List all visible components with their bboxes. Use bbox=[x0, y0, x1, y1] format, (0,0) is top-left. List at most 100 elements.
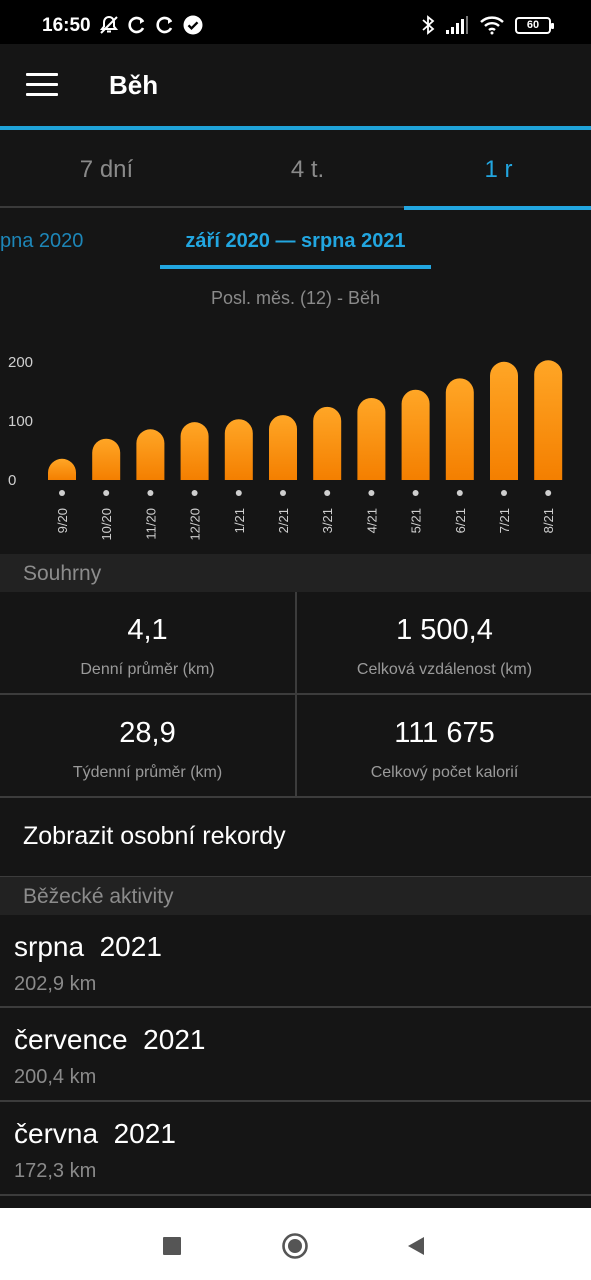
y-tick-label: 100 bbox=[8, 413, 33, 430]
app-bar: Běh bbox=[0, 44, 591, 126]
x-tick-label: 1/21 bbox=[232, 508, 247, 533]
bar-5/21[interactable] bbox=[401, 389, 430, 480]
x-tick-label: 6/21 bbox=[453, 508, 468, 533]
signal-icon bbox=[446, 16, 468, 34]
home-circle-icon[interactable] bbox=[275, 1226, 315, 1266]
activity-month: července 2021 bbox=[14, 1024, 206, 1055]
x-tick-label: 3/21 bbox=[320, 508, 335, 533]
personal-records-label: Zobrazit osobní rekordy bbox=[23, 822, 286, 850]
monthly-distance-chart: 0 100 200 9/20 10/20 11/20 12/20 1/21 2/21 3/21 4… bbox=[8, 354, 563, 541]
chart-caption: Posl. měs. (12) - Běh bbox=[210, 288, 381, 308]
y-tick-label: 200 bbox=[8, 354, 33, 371]
notifications-off-icon bbox=[99, 15, 119, 34]
x-tick-dot bbox=[368, 490, 375, 496]
activity-distance: 172,3 km bbox=[14, 1160, 97, 1182]
hamburger-menu-icon[interactable] bbox=[26, 73, 58, 97]
x-tick-label: 2/21 bbox=[276, 508, 291, 533]
total-calories-value: 111 675 bbox=[394, 717, 495, 749]
total-distance-cell: 1 500,4 Celková vzdálenost (km) bbox=[297, 592, 591, 694]
grid-divider-horizontal bbox=[0, 693, 591, 695]
bar-7/21[interactable] bbox=[490, 361, 518, 480]
current-range[interactable]: září 2020 — srpna 2021 bbox=[185, 230, 406, 252]
x-tick-dot bbox=[280, 490, 286, 496]
activities-header-label: Běžecké aktivity bbox=[23, 885, 174, 908]
x-tick-dot bbox=[235, 490, 242, 496]
x-tick-label: 8/21 bbox=[541, 508, 556, 533]
sync-icon bbox=[156, 16, 173, 34]
bar-8/21[interactable] bbox=[534, 360, 563, 480]
bar-12/20[interactable] bbox=[180, 422, 209, 480]
daily-average-value: 4,1 bbox=[127, 614, 168, 646]
list-divider bbox=[0, 1006, 591, 1008]
daily-average-cell: 4,1 Denní průměr (km) bbox=[0, 592, 295, 694]
summaries-header-label: Souhrny bbox=[23, 562, 102, 585]
bar-3/21[interactable] bbox=[313, 406, 342, 480]
y-tick-label: 0 bbox=[8, 472, 16, 489]
bluetooth-icon bbox=[422, 15, 435, 35]
x-tick-label: 10/20 bbox=[99, 508, 114, 541]
system-nav-bar bbox=[0, 1208, 591, 1280]
personal-records-link[interactable]: Zobrazit osobní rekordy bbox=[0, 798, 591, 876]
activity-distance: 202,9 km bbox=[14, 973, 97, 995]
weekly-average-label: Týdenní průměr (km) bbox=[72, 764, 223, 781]
x-tick-dot bbox=[545, 490, 552, 496]
bar-10/20[interactable] bbox=[92, 438, 121, 480]
active-tab-indicator bbox=[404, 206, 591, 210]
bar-2/21[interactable] bbox=[269, 415, 297, 480]
status-right-icons: 60 bbox=[421, 14, 554, 36]
bar-6/21[interactable] bbox=[445, 378, 474, 480]
list-divider bbox=[0, 1194, 591, 1196]
status-left-icons bbox=[98, 14, 204, 36]
x-tick-dot bbox=[456, 490, 463, 496]
tab-4-weeks[interactable]: 4 t. bbox=[290, 156, 325, 183]
bar-11/20[interactable] bbox=[136, 429, 165, 480]
x-tick-dot bbox=[412, 490, 419, 496]
x-tick-label: 5/21 bbox=[409, 508, 424, 533]
bar-1/21[interactable] bbox=[224, 419, 253, 480]
tabs-divider bbox=[0, 206, 404, 208]
x-tick-label: 11/20 bbox=[143, 508, 158, 540]
x-tick-label: 12/20 bbox=[188, 508, 203, 541]
status-time: 16:50 bbox=[42, 15, 91, 36]
list-item[interactable]: srpna 2021 202,9 km bbox=[0, 915, 591, 1007]
total-calories-cell: 111 675 Celkový počet kalorií bbox=[297, 695, 591, 797]
weekly-average-value: 28,9 bbox=[119, 717, 176, 749]
grid-divider-bottom bbox=[0, 796, 591, 798]
x-tick-dot bbox=[501, 490, 507, 496]
check-circle-icon bbox=[183, 15, 203, 35]
total-distance-label: Celková vzdálenost (km) bbox=[356, 661, 533, 678]
x-tick-label: 4/21 bbox=[364, 508, 379, 533]
x-tick-dot bbox=[324, 490, 331, 496]
battery-icon: 60 bbox=[515, 16, 554, 34]
tab-7-days[interactable]: 7 dní bbox=[79, 156, 134, 183]
page-title: Běh bbox=[109, 70, 159, 100]
activity-month: června 2021 bbox=[14, 1118, 176, 1149]
daily-average-label: Denní průměr (km) bbox=[80, 661, 215, 678]
x-tick-dot bbox=[191, 490, 198, 496]
current-range-indicator bbox=[160, 265, 431, 269]
app-bar-accent-line bbox=[0, 126, 591, 130]
total-distance-value: 1 500,4 bbox=[396, 614, 493, 646]
bar-9/20[interactable] bbox=[48, 458, 76, 480]
wifi-icon bbox=[480, 16, 504, 35]
status-bar: 16:50 bbox=[0, 0, 591, 44]
sync-icon bbox=[128, 16, 145, 34]
x-tick-label: 9/20 bbox=[55, 508, 70, 533]
x-tick-label: 7/21 bbox=[497, 508, 512, 533]
weekly-average-cell: 28,9 Týdenní průměr (km) bbox=[0, 695, 295, 797]
x-tick-dot bbox=[103, 490, 110, 496]
summaries-header: Souhrny bbox=[0, 554, 591, 592]
bar-4/21[interactable] bbox=[357, 397, 386, 480]
period-tabs: 7 dní 4 t. 1 r bbox=[0, 130, 591, 210]
list-item[interactable]: července 2021 200,4 km bbox=[0, 1008, 591, 1100]
list-item[interactable]: června 2021 172,3 km bbox=[0, 1102, 591, 1194]
previous-range[interactable]: pna 2020 bbox=[0, 230, 84, 252]
activity-distance: 200,4 km bbox=[14, 1066, 97, 1088]
tab-1-year[interactable]: 1 r bbox=[484, 156, 513, 183]
x-tick-dot bbox=[59, 490, 65, 496]
recents-square-icon[interactable] bbox=[152, 1226, 192, 1266]
back-triangle-icon[interactable] bbox=[396, 1226, 436, 1266]
date-range-selector: pna 2020 září 2020 — srpna 2021 bbox=[0, 214, 591, 274]
activities-header: Běžecké aktivity bbox=[0, 877, 591, 915]
x-tick-dot bbox=[147, 490, 154, 496]
